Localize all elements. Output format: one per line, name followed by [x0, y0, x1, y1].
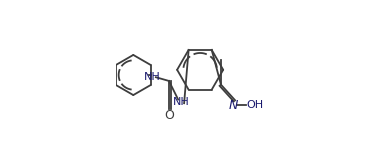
Text: NH: NH [173, 98, 189, 108]
Text: O: O [164, 109, 174, 122]
Text: OH: OH [246, 100, 263, 110]
Text: NH: NH [144, 72, 161, 82]
Text: N: N [229, 99, 238, 112]
